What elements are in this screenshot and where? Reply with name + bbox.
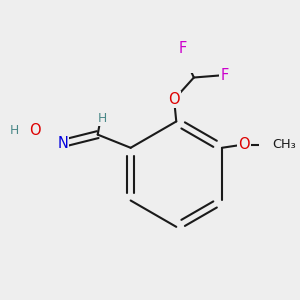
Text: F: F — [220, 68, 229, 83]
Text: CH₃: CH₃ — [272, 138, 296, 151]
Text: H: H — [10, 124, 19, 137]
Text: H: H — [98, 112, 107, 125]
Text: O: O — [238, 137, 250, 152]
Text: O: O — [168, 92, 180, 107]
Text: O: O — [29, 123, 41, 138]
Text: F: F — [179, 41, 187, 56]
Text: N: N — [57, 136, 68, 151]
